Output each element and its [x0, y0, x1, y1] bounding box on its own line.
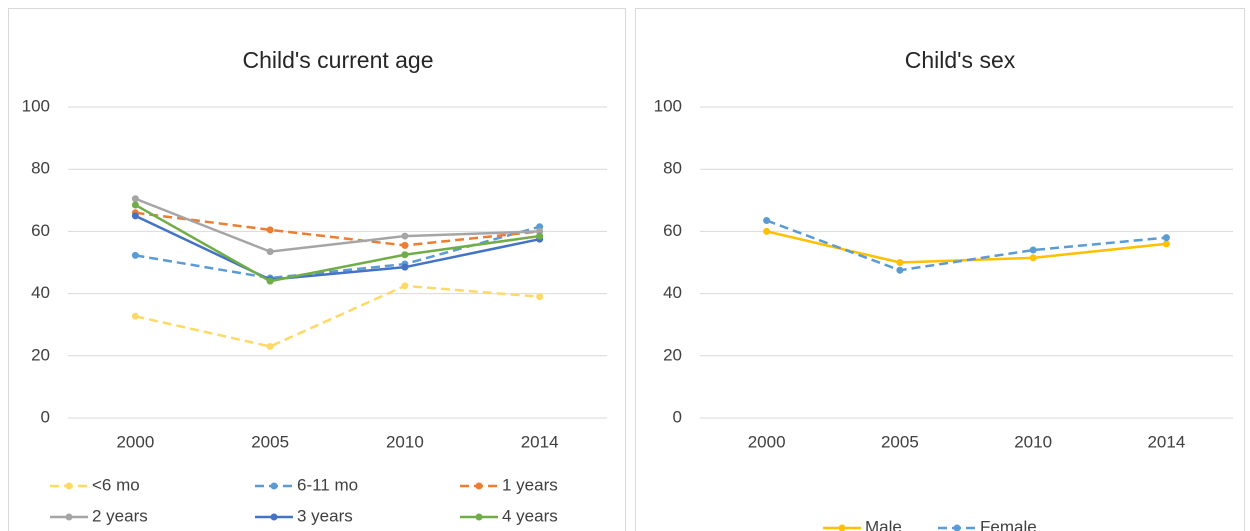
y-tick-label: 0 [41, 407, 50, 426]
legend-label: Male [865, 517, 902, 531]
data-point [131, 251, 139, 259]
data-point [896, 266, 904, 274]
y-tick-label: 0 [673, 407, 682, 426]
legend-marker [270, 513, 278, 521]
legend-label: 3 years [297, 506, 353, 525]
chart-title: Child's sex [905, 47, 1016, 73]
data-point [763, 217, 771, 225]
data-point [536, 232, 544, 240]
x-tick-label: 2005 [251, 432, 289, 451]
series-line [134, 214, 540, 281]
series-line [135, 211, 540, 247]
data-point [1162, 234, 1170, 242]
legend-label: 2 years [92, 506, 148, 525]
series-line [766, 230, 1167, 264]
data-point [131, 212, 139, 220]
legend-label: 6-11 mo [297, 475, 358, 494]
data-point [266, 277, 274, 285]
x-tick-label: 2005 [881, 432, 919, 451]
data-point [763, 227, 771, 235]
x-tick-label: 2010 [1014, 432, 1052, 451]
data-point [1029, 254, 1037, 262]
series-line [135, 284, 540, 348]
data-point [131, 312, 139, 320]
x-tick-label: 2010 [386, 432, 424, 451]
data-point [266, 342, 274, 350]
panel-border [635, 8, 1245, 531]
y-tick-label: 40 [663, 283, 682, 302]
data-point [401, 282, 409, 290]
y-tick-label: 100 [654, 96, 682, 115]
y-tick-label: 80 [663, 159, 682, 178]
data-point [401, 263, 409, 271]
x-tick-label: 2014 [521, 432, 559, 451]
legend-label: 1 years [502, 475, 558, 494]
data-point [1162, 240, 1170, 248]
y-tick-label: 60 [31, 221, 50, 240]
y-tick-label: 40 [31, 283, 50, 302]
panel-border [8, 8, 626, 531]
data-point [401, 232, 409, 240]
legend-marker [65, 513, 73, 521]
legend-label: <6 mo [92, 475, 140, 494]
chart-title: Child's current age [242, 47, 433, 73]
data-point [536, 293, 544, 301]
data-point [401, 251, 409, 259]
x-tick-label: 2000 [748, 432, 786, 451]
legend-marker [475, 513, 483, 521]
data-point [1029, 246, 1037, 254]
data-point [131, 195, 139, 203]
legend-marker [475, 482, 483, 490]
y-tick-label: 100 [22, 96, 50, 115]
series-line [134, 203, 540, 283]
data-point [266, 226, 274, 234]
data-point [266, 248, 274, 256]
y-tick-label: 20 [663, 345, 682, 364]
data-point [401, 241, 409, 249]
y-tick-label: 80 [31, 159, 50, 178]
legend-label: Female [980, 517, 1037, 531]
legend-marker [953, 524, 961, 531]
x-tick-label: 2014 [1147, 432, 1185, 451]
legend-marker [65, 482, 73, 490]
series-line [766, 219, 1167, 272]
y-tick-label: 60 [663, 221, 682, 240]
data-point [896, 259, 904, 266]
series-line [134, 197, 540, 253]
data-point [131, 201, 139, 209]
y-tick-label: 20 [31, 345, 50, 364]
legend-marker [270, 482, 278, 490]
legend-marker [838, 524, 846, 531]
legend-label: 4 years [502, 506, 558, 525]
x-tick-label: 2000 [116, 432, 154, 451]
